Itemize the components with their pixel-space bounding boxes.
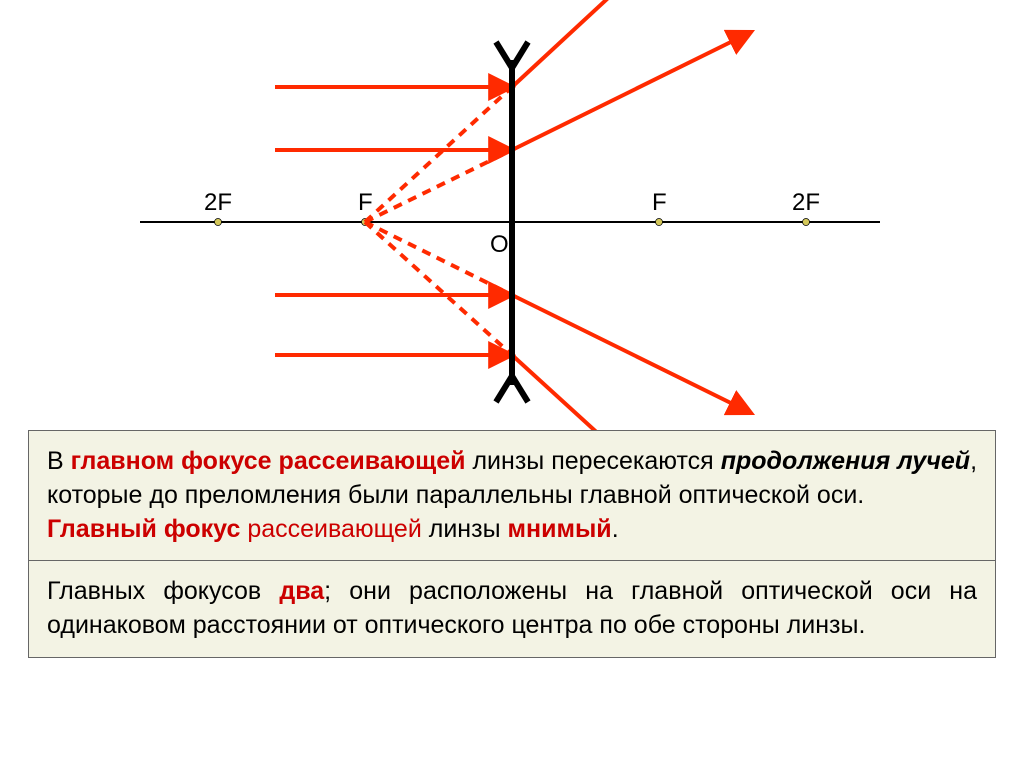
definition-text-1: В главном фокусе рассеивающей линзы пере… xyxy=(47,445,977,513)
label-o: O xyxy=(490,231,509,258)
lens-diagram: 2F F F 2F O xyxy=(0,0,1024,430)
definition-text-2: Главный фокус рассеивающей линзы мнимый. xyxy=(47,513,977,547)
definition-box-2: Главных фокусов два; они расположены на … xyxy=(28,561,996,658)
virtual-ray xyxy=(365,150,512,222)
refracted-ray xyxy=(512,295,745,410)
virtual-ray xyxy=(365,87,512,222)
definition-text-3: Главных фокусов два; они расположены на … xyxy=(47,575,977,643)
refracted-ray xyxy=(512,0,660,87)
label-f-left: F xyxy=(358,189,373,216)
label-2f-left: 2F xyxy=(204,189,232,216)
point-f-right xyxy=(656,219,663,226)
lens-bottom-arrow xyxy=(496,376,528,402)
point-2f-right xyxy=(803,219,810,226)
label-f-right: F xyxy=(652,189,667,216)
label-2f-right: 2F xyxy=(792,189,820,216)
refracted-ray xyxy=(512,355,660,430)
definition-box-1: В главном фокусе рассеивающей линзы пере… xyxy=(28,430,996,561)
lens-top-arrow xyxy=(496,42,528,68)
point-2f-left xyxy=(215,219,222,226)
